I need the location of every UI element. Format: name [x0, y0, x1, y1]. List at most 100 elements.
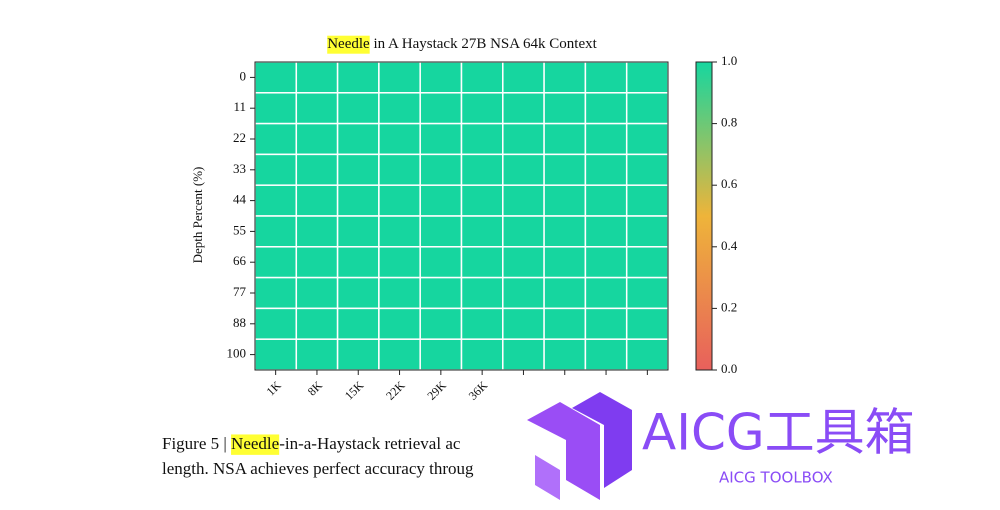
heatmap-cell	[254, 307, 298, 340]
heatmap-cell	[625, 246, 669, 279]
heatmap-cell	[460, 338, 504, 371]
watermark-subtitle: AICG TOOLBOX	[719, 469, 833, 487]
x-tick-label: 22K	[383, 378, 408, 403]
heatmap-cell	[625, 338, 669, 371]
heatmap-cell	[460, 61, 504, 94]
watermark-title: AICG工具箱	[642, 404, 915, 462]
x-tick-label: 1K	[263, 378, 284, 399]
heatmap-cell	[419, 153, 463, 186]
highlight	[231, 434, 280, 455]
heatmap-cell	[419, 122, 463, 156]
heatmap-cell	[543, 307, 587, 340]
heatmap-cell	[378, 122, 421, 156]
heatmap-cell	[584, 215, 628, 248]
heatmap-cell	[543, 276, 587, 310]
y-tick-label: 33	[233, 161, 246, 176]
colorbar-tick-label: 1.0	[721, 53, 737, 68]
heatmap-cell	[419, 184, 463, 217]
heatmap-cell	[543, 338, 587, 371]
heatmap-cell	[584, 92, 628, 125]
heatmap-cell	[625, 92, 669, 125]
heatmap-cell	[502, 122, 545, 156]
heatmap-cell	[543, 92, 587, 125]
heatmap-cell	[584, 61, 628, 94]
x-tick-label: 15K	[342, 378, 367, 403]
chart-title-part: Needle	[327, 36, 370, 52]
heatmap-cell	[419, 92, 463, 125]
heatmap-cell	[336, 61, 380, 94]
heatmap-cell	[502, 338, 545, 371]
heatmap-cell	[625, 276, 669, 310]
heatmap-cell	[502, 307, 545, 340]
chart-title-part: in A Haystack 27B NSA 64k Context	[370, 36, 598, 52]
heatmap-cell	[378, 246, 421, 279]
caption-line: length. NSA achieves perfect accuracy th…	[162, 459, 474, 478]
caption-line-part: -in-a-Haystack retrieval ac	[279, 434, 461, 453]
heatmap-cell	[543, 122, 587, 156]
heatmap-cell	[295, 246, 339, 279]
colorbar-tick-label: 0.4	[721, 238, 738, 253]
heatmap-cell	[460, 92, 504, 125]
caption-line: Figure 5 | Needle-in-a-Haystack retrieva…	[162, 434, 461, 453]
heatmap-cell	[502, 61, 545, 94]
heatmap-cell	[502, 153, 545, 186]
colorbar	[695, 61, 713, 371]
heatmap-cell	[254, 246, 298, 279]
heatmap-cell	[336, 184, 380, 217]
heatmap-cell	[460, 184, 504, 217]
heatmap-cell	[254, 338, 298, 371]
logo-shape	[527, 402, 600, 500]
heatmap-cell	[336, 246, 380, 279]
heatmap-cell	[295, 276, 339, 310]
heatmap-cell	[584, 153, 628, 186]
heatmap-cell	[584, 338, 628, 371]
heatmap-cell	[543, 61, 587, 94]
plot-frame	[254, 61, 669, 371]
heatmap-cell	[460, 153, 504, 186]
heatmap-cell	[502, 215, 545, 248]
heatmap-cell	[419, 338, 463, 371]
heatmap-cell	[502, 184, 545, 217]
heatmap-cell	[625, 184, 669, 217]
heatmap-cell	[336, 307, 380, 340]
heatmap-cell	[502, 246, 545, 279]
heatmap-cell	[460, 276, 504, 310]
x-tick-label: 36K	[466, 378, 491, 403]
colorbar-tick-label: 0.6	[721, 176, 738, 191]
heatmap-cell	[295, 184, 339, 217]
heatmap-cell	[254, 276, 298, 310]
heatmap-cell	[254, 184, 298, 217]
y-axis-label: Depth Percent (%)	[190, 167, 205, 264]
y-tick-label: 55	[233, 222, 246, 237]
heatmap-cell	[584, 276, 628, 310]
heatmap-cell	[378, 276, 421, 310]
heatmap-cell	[336, 215, 380, 248]
heatmap-cell	[336, 338, 380, 371]
heatmap-cell	[460, 122, 504, 156]
heatmap-cell	[502, 92, 545, 125]
heatmap-cell	[295, 307, 339, 340]
heatmap-cell	[295, 61, 339, 94]
heatmap-cell	[625, 307, 669, 340]
heatmap-cell	[254, 215, 298, 248]
heatmap-cell	[625, 153, 669, 186]
heatmap-cell	[502, 276, 545, 310]
logo-shape	[572, 392, 632, 488]
heatmap-cell	[254, 92, 298, 125]
heatmap-cell	[378, 92, 421, 125]
heatmap-cell	[378, 184, 421, 217]
heatmap-cell	[254, 122, 298, 156]
caption-line-part: Figure 5 |	[162, 434, 231, 453]
heatmap-cell	[419, 215, 463, 248]
heatmap-cell	[460, 246, 504, 279]
colorbar-tick-label: 0.8	[721, 115, 737, 130]
heatmap-cell	[295, 215, 339, 248]
x-tick-label: 29K	[424, 378, 449, 403]
caption-line-part: Needle	[231, 434, 279, 453]
heatmap-cell	[295, 122, 339, 156]
heatmap-cell	[460, 307, 504, 340]
heatmap-cell	[295, 338, 339, 371]
heatmap-cell	[419, 307, 463, 340]
y-tick-label: 66	[233, 253, 247, 268]
